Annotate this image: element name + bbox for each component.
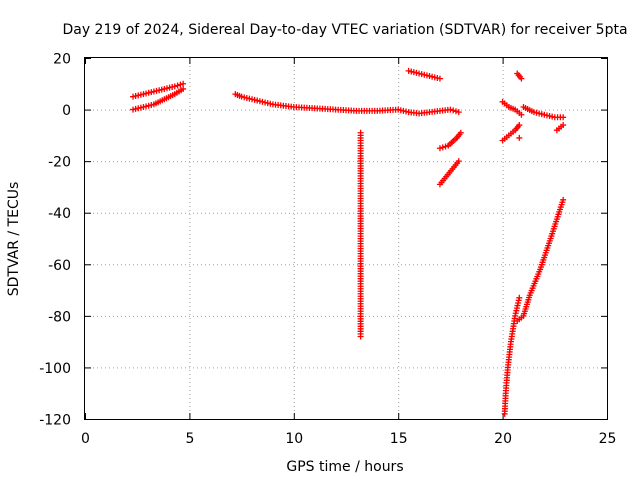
series-track-22-23-small — [553, 122, 567, 134]
series-track-20-21-lower — [499, 122, 523, 144]
x-tick-label: 25 — [599, 431, 617, 447]
y-axis-label: SDTVAR / TECUs — [6, 182, 22, 297]
data-point — [455, 109, 462, 116]
series-single-point — [516, 134, 523, 141]
x-tick-label: 5 — [185, 431, 194, 447]
data-points — [130, 67, 567, 417]
y-tick-label: -100 — [39, 361, 71, 377]
data-point — [436, 145, 443, 152]
series-track-17-18-descending — [436, 129, 464, 152]
series-early-band-upper — [130, 80, 187, 100]
series-recovery — [514, 196, 567, 325]
y-tick-label: -20 — [48, 155, 71, 171]
data-point — [518, 75, 525, 82]
y-tick-label: 20 — [53, 52, 71, 68]
series-track-21-23 — [520, 103, 567, 121]
data-point — [516, 122, 523, 129]
chart-title: Day 219 of 2024, Sidereal Day-to-day VTE… — [62, 22, 627, 38]
x-tick-label: 15 — [390, 431, 408, 447]
data-point-interp — [174, 82, 181, 89]
data-point — [518, 111, 525, 118]
data-point — [171, 83, 178, 90]
y-tick-label: 0 — [62, 103, 71, 119]
x-axis-label: GPS time / hours — [286, 459, 403, 475]
y-tick-labels: 20 0 -20 -40 -60 -80 -100 -120 — [39, 52, 71, 429]
data-point — [447, 106, 454, 113]
data-point — [436, 75, 443, 82]
series-deep-drop — [501, 294, 523, 417]
y-tick-label: -120 — [39, 413, 71, 429]
series-track-21 — [514, 70, 525, 82]
series-track-17-18-steep — [436, 158, 462, 188]
data-point — [457, 129, 464, 136]
plot-frame — [84, 57, 608, 420]
data-point-interp — [452, 108, 459, 115]
data-point — [516, 134, 523, 141]
y-tick-label: -80 — [48, 309, 71, 325]
series-track-15-17 — [405, 67, 443, 82]
series-track-20-21-upper — [499, 98, 525, 118]
x-tick-labels: 0 5 10 15 20 25 — [81, 431, 616, 447]
data-point — [560, 122, 567, 129]
data-point — [560, 114, 567, 121]
data-point — [180, 85, 187, 92]
y-tick-label: -40 — [48, 206, 71, 222]
data-point — [180, 80, 187, 87]
x-tick-label: 0 — [81, 431, 90, 447]
data-point — [560, 196, 567, 203]
data-point — [357, 333, 364, 340]
x-tick-label: 10 — [285, 431, 303, 447]
series-midday-track — [232, 91, 462, 117]
data-point — [516, 294, 523, 301]
data-point-interp — [177, 81, 184, 88]
series-outliers-13h — [357, 129, 364, 340]
data-point-interp — [439, 144, 446, 151]
x-tick-label: 20 — [494, 431, 512, 447]
data-point — [455, 158, 462, 165]
data-point-interp — [450, 107, 457, 114]
data-point-interp — [442, 143, 449, 150]
series-early-band-lower — [130, 85, 187, 113]
y-tick-label: -60 — [48, 258, 71, 274]
